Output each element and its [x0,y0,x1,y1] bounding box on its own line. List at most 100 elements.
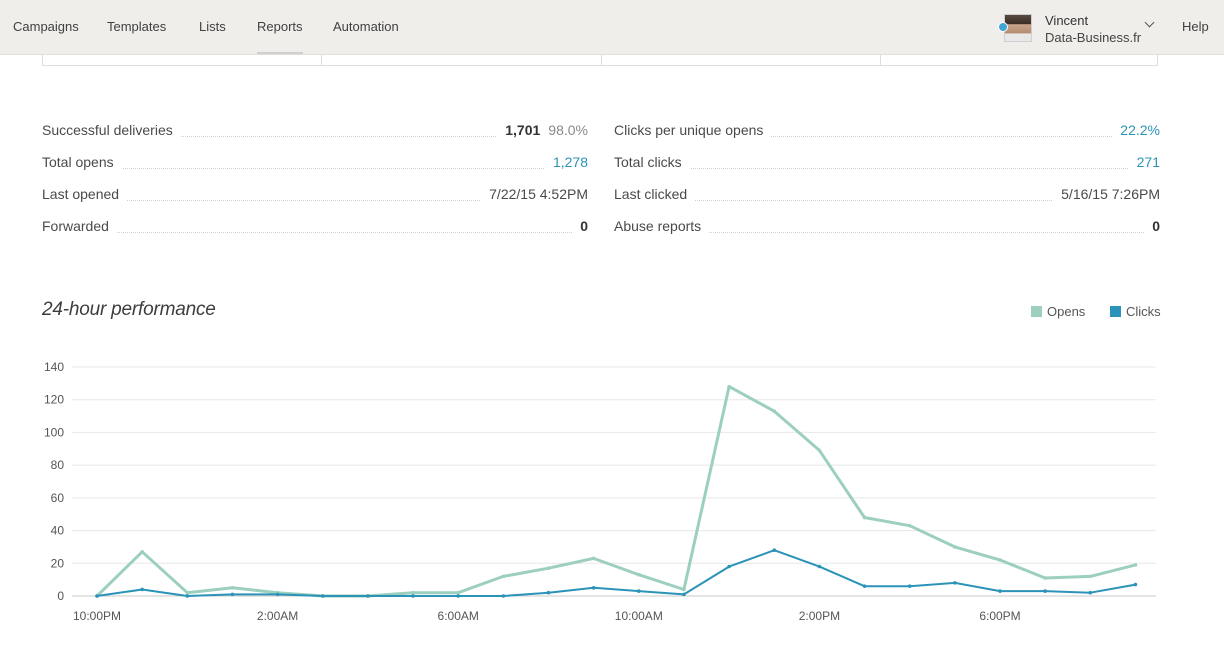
data-point-opens[interactable] [907,523,912,528]
data-point-opens[interactable] [140,550,144,554]
data-point-clicks[interactable] [998,589,1002,593]
data-point-clicks[interactable] [140,587,144,592]
data-point-clicks[interactable] [275,592,280,597]
nav-automation[interactable]: Automation [333,19,399,34]
data-point-clicks[interactable] [501,594,506,598]
data-point-clicks[interactable] [682,592,686,597]
data-point-clicks[interactable] [1133,582,1138,587]
data-point-opens[interactable] [501,574,506,579]
y-tick-label: 120 [44,393,64,407]
data-point-opens[interactable] [456,590,461,595]
data-point-opens[interactable] [1133,563,1138,567]
x-tick-label: 10:00AM [615,609,663,623]
chevron-down-icon[interactable] [1144,17,1155,28]
data-point-clicks[interactable] [546,590,551,595]
stat-value: 7/22/15 4:52PM [489,186,588,202]
data-point-clicks[interactable] [1043,589,1047,593]
data-point-opens[interactable] [772,409,777,413]
data-point-clicks[interactable] [185,594,190,598]
stat-clicks-per-unique-opens: Clicks per unique opens 22.2% [614,122,1160,142]
data-point-clicks[interactable] [772,548,777,552]
data-point-opens[interactable] [185,590,190,595]
data-point-opens[interactable] [953,545,957,549]
data-point-clicks[interactable] [411,594,415,598]
data-point-opens[interactable] [546,566,551,570]
data-point-clicks[interactable] [817,564,822,569]
data-point-clicks[interactable] [456,594,461,598]
data-point-clicks[interactable] [953,581,957,585]
data-point-opens[interactable] [591,556,596,561]
y-tick-label: 20 [51,556,65,570]
stat-abuse-reports: Abuse reports 0 [614,218,1160,238]
x-tick-label: 10:00PM [73,609,121,623]
stat-value: 0 [1152,218,1160,234]
data-point-opens[interactable] [411,590,415,595]
stat-percent: 98.0% [548,122,588,138]
data-point-opens[interactable] [998,558,1002,562]
y-tick-label: 140 [44,360,64,374]
data-point-clicks[interactable] [591,586,596,590]
data-point-opens[interactable] [682,587,686,592]
data-point-clicks[interactable] [1088,590,1093,595]
legend-label: Clicks [1126,304,1161,319]
x-tick-label: 6:00AM [438,609,479,623]
x-tick-label: 2:00AM [257,609,298,623]
stat-label: Last clicked [614,186,696,202]
data-point-opens[interactable] [637,572,641,577]
data-point-opens[interactable] [817,448,822,453]
stat-value-link[interactable]: 271 [1136,154,1160,170]
stat-label: Abuse reports [614,218,710,234]
stat-value: 5/16/15 7:26PM [1061,186,1160,202]
data-point-opens[interactable] [1043,576,1047,580]
performance-chart: 0 20 40 60 80 100 120 140 10:00PM 2:00AM 6:00AM 10:… [44,360,1156,623]
y-tick-label: 80 [51,458,65,472]
x-tick-label: 6:00PM [979,609,1020,623]
data-point-clicks[interactable] [320,594,325,598]
legend-clicks[interactable]: Clicks [1110,304,1161,319]
data-point-opens[interactable] [862,515,867,520]
data-point-clicks[interactable] [727,564,731,569]
stat-label: Last opened [42,186,128,202]
profile-name: Vincent [1045,13,1089,28]
stat-label: Forwarded [42,218,117,234]
top-navigation: Campaigns Templates Lists Reports Automa… [0,0,1224,55]
stat-label: Successful deliveries [42,122,181,138]
data-point-clicks[interactable] [230,592,235,597]
avatar [1004,14,1032,42]
data-point-clicks[interactable] [366,594,370,598]
stat-last-opened: Last opened 7/22/15 4:52PM [42,186,588,206]
stat-value-link[interactable]: 1,278 [552,154,588,170]
data-point-clicks[interactable] [637,589,641,593]
stat-label: Total opens [42,154,122,170]
y-tick-label: 100 [44,425,64,439]
nav-reports[interactable]: Reports [257,0,303,54]
stat-forwarded: Forwarded 0 [42,218,588,238]
help-link[interactable]: Help [1182,19,1209,34]
y-tick-label: 0 [57,589,64,603]
data-point-clicks[interactable] [862,584,867,588]
data-point-clicks[interactable] [95,594,99,598]
legend-swatch-clicks [1110,306,1121,317]
legend-label: Opens [1047,304,1086,319]
series-line-opens[interactable] [95,385,1136,598]
y-tick-label: 60 [51,491,65,505]
x-tick-label: 2:00PM [799,609,840,623]
nav-templates[interactable]: Templates [107,19,167,34]
summary-boxes [42,54,1158,66]
stat-value-link[interactable]: 22.2% [1120,122,1160,138]
account-menu[interactable]: Vincent Data-Business.fr [998,12,1170,45]
section-title: 24-hour performance [42,299,216,320]
nav-lists[interactable]: Lists [199,19,226,34]
data-point-opens[interactable] [230,586,235,590]
online-status-icon [998,22,1008,32]
series-line-clicks[interactable] [96,549,1136,597]
legend-opens[interactable]: Opens [1031,304,1085,319]
nav-campaigns[interactable]: Campaigns [13,19,79,34]
data-point-clicks[interactable] [907,584,912,588]
data-point-opens[interactable] [1088,574,1093,579]
stat-total-opens: Total opens 1,278 [42,154,588,174]
stat-value: 0 [580,218,588,234]
data-point-opens[interactable] [727,384,731,389]
profile-org: Data-Business.fr [1045,30,1142,45]
stat-total-clicks: Total clicks 271 [614,154,1160,174]
